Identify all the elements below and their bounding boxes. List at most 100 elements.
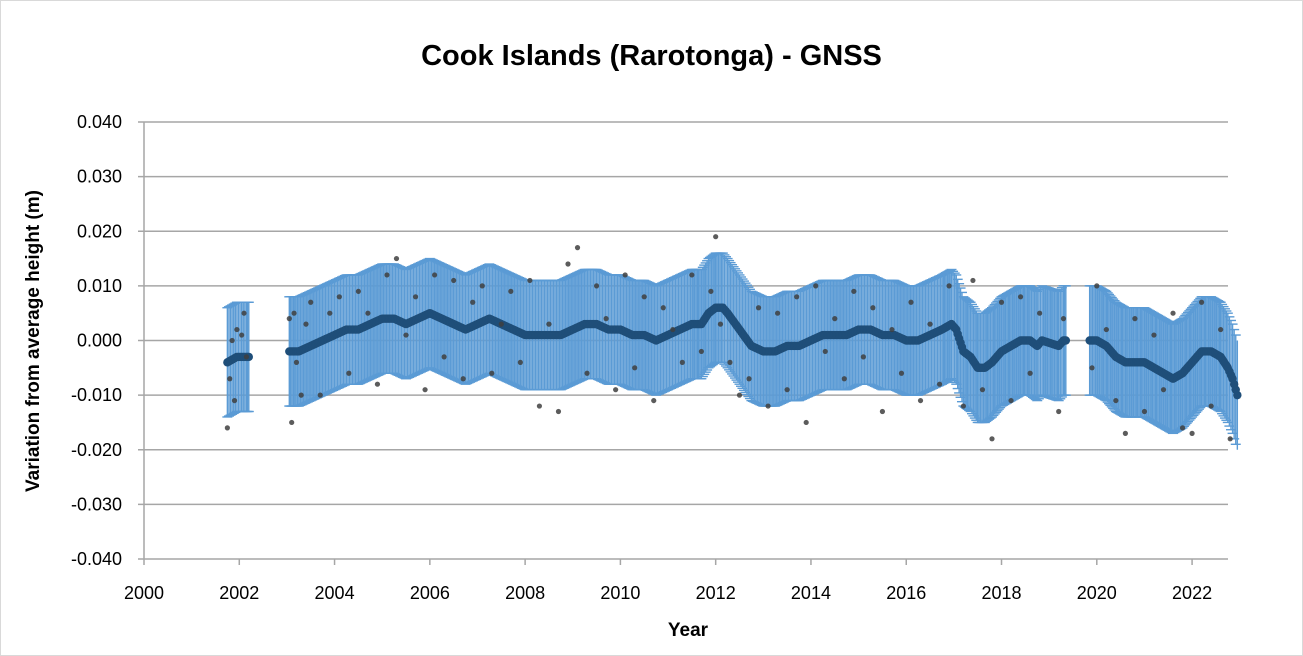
daily-point: [1094, 283, 1100, 289]
error-bars: [222, 252, 1241, 450]
daily-point: [603, 316, 609, 322]
daily-point: [317, 392, 323, 398]
daily-point: [1189, 430, 1195, 436]
daily-point: [403, 332, 409, 338]
daily-point: [384, 272, 390, 278]
daily-point: [613, 387, 619, 393]
x-tick-label-4: 2008: [505, 583, 545, 603]
x-tick-label-0: 2000: [124, 583, 164, 603]
daily-point: [1141, 408, 1148, 415]
daily-point: [1060, 316, 1067, 322]
daily-point: [860, 354, 866, 360]
daily-point: [460, 376, 466, 382]
x-tick-label-10: 2020: [1077, 583, 1117, 603]
daily-point: [936, 381, 943, 387]
daily-point: [234, 326, 240, 333]
daily-point: [917, 397, 924, 404]
daily-point: [727, 359, 733, 365]
daily-point: [432, 272, 438, 278]
daily-point: [775, 310, 781, 316]
daily-point: [1208, 403, 1214, 409]
daily-point: [574, 245, 581, 251]
daily-point: [441, 354, 447, 360]
daily-point: [879, 408, 886, 415]
daily-point: [641, 294, 647, 300]
y-tick-label-0: 0.040: [77, 112, 122, 132]
daily-point: [555, 408, 562, 415]
y-tick-label-8: -0.040: [71, 549, 122, 569]
daily-point: [832, 316, 838, 322]
daily-point: [908, 299, 914, 305]
daily-point: [355, 288, 361, 294]
x-axis-title: Year: [668, 620, 709, 641]
x-tick-label-3: 2006: [410, 583, 450, 603]
daily-point: [713, 234, 719, 240]
daily-point: [565, 261, 571, 267]
x-tick-label-2: 2004: [315, 583, 355, 603]
daily-point: [989, 436, 995, 442]
daily-point: [291, 310, 297, 316]
daily-point: [336, 294, 342, 300]
daily-point: [898, 370, 905, 376]
daily-point: [632, 365, 638, 371]
daily-point: [1132, 316, 1138, 322]
daily-point: [746, 376, 752, 382]
daily-point: [1179, 425, 1186, 431]
daily-point: [527, 277, 533, 284]
chart-title: Cook Islands (Rarotonga) - GNSS: [421, 40, 882, 72]
daily-point: [1089, 365, 1095, 371]
daily-point: [227, 376, 233, 382]
daily-point: [231, 397, 238, 404]
daily-point: [998, 299, 1005, 305]
daily-point: [841, 376, 847, 382]
daily-point: [1170, 310, 1176, 316]
daily-point: [308, 299, 314, 305]
daily-point: [813, 283, 819, 289]
daily-point: [374, 381, 381, 387]
daily-point: [960, 403, 967, 409]
y-tick-label-5: -0.010: [71, 385, 122, 405]
daily-point: [393, 255, 400, 262]
daily-point: [243, 354, 250, 360]
daily-point: [346, 370, 352, 376]
y-tick-label-7: -0.030: [71, 494, 122, 514]
daily-point: [794, 294, 800, 300]
daily-point: [1008, 397, 1014, 404]
daily-point: [1218, 326, 1224, 333]
daily-point: [979, 387, 986, 393]
y-tick-label-1: 0.030: [77, 167, 122, 187]
daily-point: [946, 283, 952, 289]
daily-point: [229, 337, 235, 344]
y-tick-label-6: -0.020: [71, 440, 122, 460]
axes: 0.040 0.030 0.020 0.010 0.000 -0.010 -0.020 -0.…: [71, 112, 1228, 603]
daily-point: [889, 326, 895, 333]
smoothed-point: [1061, 336, 1071, 345]
y-tick-label-4: 0.000: [77, 331, 122, 351]
daily-point: [451, 277, 457, 284]
daily-point: [927, 321, 933, 327]
daily-point: [698, 348, 704, 355]
smoothed-series: [223, 303, 1242, 400]
daily-point: [1017, 294, 1024, 300]
daily-point: [289, 419, 295, 426]
daily-point: [1037, 310, 1043, 316]
daily-point: [1227, 436, 1233, 442]
x-tick-label-6: 2012: [696, 583, 736, 603]
daily-point: [412, 294, 419, 300]
daily-point: [298, 392, 304, 398]
daily-point: [765, 403, 771, 409]
daily-point: [622, 272, 628, 278]
daily-point: [822, 348, 828, 355]
daily-point: [293, 359, 300, 365]
x-tick-label-8: 2016: [886, 583, 926, 603]
daily-point: [755, 305, 762, 311]
x-tick-label-5: 2010: [600, 583, 640, 603]
daily-point: [508, 288, 514, 294]
y-tick-label-2: 0.020: [77, 221, 122, 241]
daily-point: [717, 321, 724, 327]
y-tick-label-3: 0.010: [77, 276, 122, 296]
daily-point: [803, 419, 809, 426]
x-tick-label-9: 2018: [981, 583, 1021, 603]
daily-point: [784, 387, 790, 393]
daily-point: [239, 332, 245, 338]
